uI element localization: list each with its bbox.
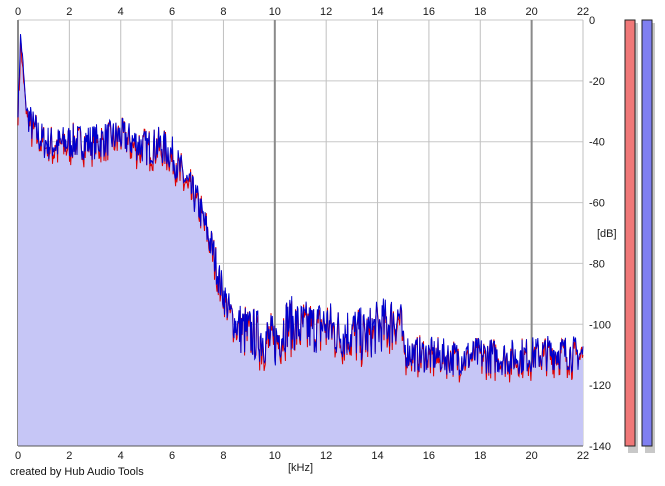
x-tick-label: 12 bbox=[320, 450, 332, 462]
x-tick-label: 18 bbox=[474, 450, 486, 462]
x-tick-label: 10 bbox=[269, 450, 281, 462]
x-tick-label-top: 22 bbox=[577, 6, 589, 18]
credit-text: created by Hub Audio Tools bbox=[10, 466, 144, 478]
x-tick-label: 4 bbox=[118, 450, 124, 462]
y-tick-label: -40 bbox=[589, 137, 605, 149]
x-tick-label: 20 bbox=[526, 450, 538, 462]
x-tick-label: 14 bbox=[371, 450, 383, 462]
series-layer bbox=[17, 34, 584, 383]
y-tick-label: -120 bbox=[589, 380, 611, 392]
y-tick-label: 0 bbox=[589, 15, 595, 27]
x-tick-label-top: 6 bbox=[169, 6, 175, 18]
y-tick-label: -80 bbox=[589, 258, 605, 270]
x-axis-label: [kHz] bbox=[288, 462, 313, 474]
channel-level-meters bbox=[624, 19, 655, 453]
x-tick-label-top: 2 bbox=[66, 6, 72, 18]
x-tick-label: 2 bbox=[66, 450, 72, 462]
x-tick-label-top: 0 bbox=[15, 6, 21, 18]
x-tick-label-top: 10 bbox=[269, 6, 281, 18]
y-axis-label: [dB] bbox=[597, 228, 617, 240]
y-tick-label: -20 bbox=[589, 76, 605, 88]
x-tick-label-top: 14 bbox=[371, 6, 383, 18]
y-tick-label: -100 bbox=[589, 319, 611, 331]
x-tick-label: 22 bbox=[577, 450, 589, 462]
y-tick-labels: 0 -20 -40 -60 -80 -100 -120 -140 bbox=[589, 15, 611, 453]
series-line-blue bbox=[17, 34, 584, 376]
x-tick-label-top: 20 bbox=[526, 6, 538, 18]
x-tick-labels-top: 0 2 4 6 8 10 12 14 16 18 20 22 bbox=[15, 6, 589, 18]
x-tick-label: 8 bbox=[220, 450, 226, 462]
x-tick-label-top: 8 bbox=[220, 6, 226, 18]
y-tick-label: -60 bbox=[589, 198, 605, 210]
x-tick-label: 6 bbox=[169, 450, 175, 462]
y-tick-label: -140 bbox=[589, 441, 611, 453]
series-line-red bbox=[17, 40, 584, 383]
spectrum-area-fill bbox=[18, 34, 583, 446]
x-tick-label-top: 4 bbox=[118, 6, 124, 18]
x-tick-label-top: 16 bbox=[423, 6, 435, 18]
x-tick-label-top: 12 bbox=[320, 6, 332, 18]
x-tick-labels-bottom: 0 2 4 6 8 10 12 14 16 18 20 22 bbox=[15, 450, 589, 462]
x-tick-label: 16 bbox=[423, 450, 435, 462]
x-tick-label: 0 bbox=[15, 450, 21, 462]
x-tick-label-top: 18 bbox=[474, 6, 486, 18]
right-channel-meter bbox=[641, 19, 653, 447]
left-channel-meter bbox=[624, 19, 636, 447]
